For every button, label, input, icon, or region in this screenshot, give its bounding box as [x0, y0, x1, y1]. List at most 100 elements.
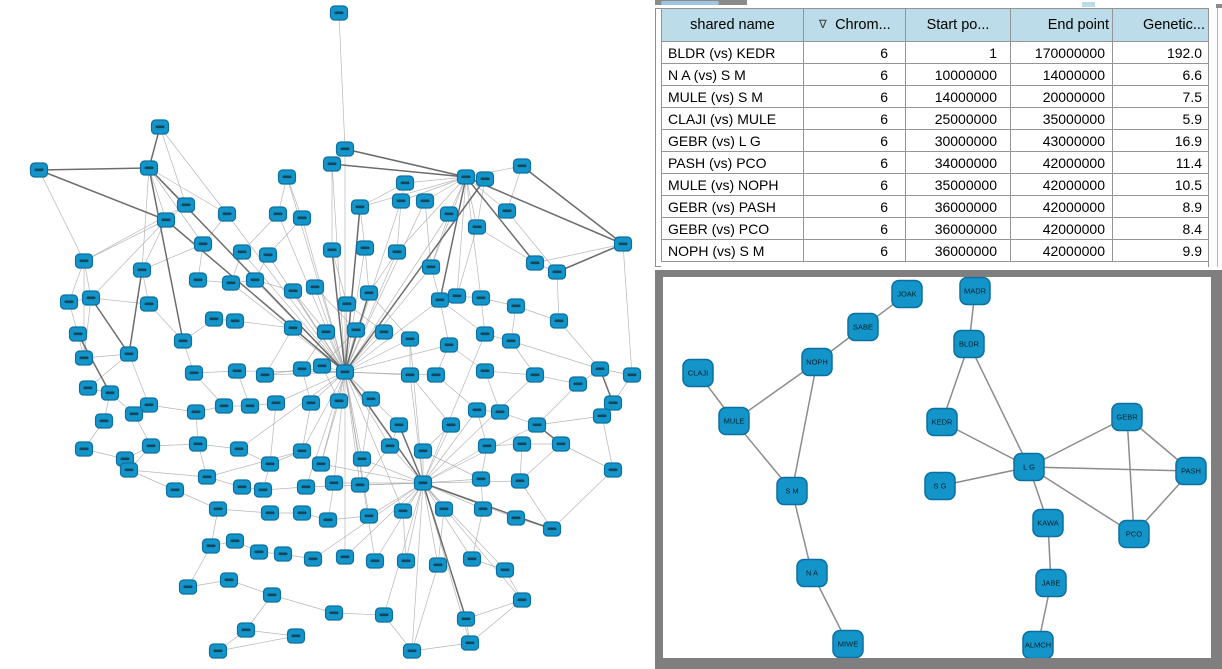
table-cell[interactable]: 14000000 [1010, 63, 1113, 86]
network-edge[interactable] [521, 165, 624, 245]
network-edge[interactable] [344, 371, 404, 512]
network-node[interactable] [512, 592, 532, 608]
network-node[interactable] [100, 385, 120, 401]
table-cell[interactable]: 6.6 [1112, 63, 1209, 86]
network-node-s-m[interactable]: S M [776, 476, 808, 506]
network-node[interactable] [260, 505, 280, 521]
network-node-almch[interactable]: ALMCH [1022, 630, 1054, 659]
network-node[interactable] [201, 538, 221, 554]
network-edge[interactable] [465, 176, 478, 228]
network-edge[interactable] [422, 450, 482, 480]
column-header-chromosome[interactable]: ∇ Chrom... [803, 8, 906, 42]
table-cell[interactable]: 25000000 [905, 107, 1011, 130]
network-node-noph[interactable]: NOPH [801, 347, 833, 377]
network-node[interactable] [221, 275, 241, 291]
table-cell[interactable]: 6 [803, 85, 906, 108]
network-edge[interactable] [510, 340, 601, 370]
table-row[interactable]: NOPH (vs) S M 6 36000000 42000000 9.9 [661, 239, 1209, 262]
network-edge[interactable] [344, 206, 361, 373]
network-node[interactable] [603, 462, 623, 478]
table-cell[interactable]: NOPH (vs) S M [661, 239, 804, 262]
network-node[interactable] [188, 272, 208, 288]
network-node-l-g[interactable]: L G [1013, 452, 1045, 482]
network-node[interactable] [387, 244, 407, 260]
network-node[interactable] [74, 350, 94, 366]
network-node[interactable] [81, 290, 101, 306]
network-node[interactable] [208, 643, 228, 659]
table-cell[interactable]: 35000000 [1010, 107, 1113, 130]
network-edge[interactable] [238, 371, 346, 450]
network-node-jabe[interactable]: JABE [1035, 568, 1067, 598]
table-cell[interactable]: 6 [803, 151, 906, 174]
table-cell[interactable]: 10.5 [1112, 173, 1209, 196]
node-shape[interactable] [1175, 456, 1207, 486]
network-node[interactable] [568, 376, 588, 392]
table-cell[interactable]: 36000000 [905, 217, 1011, 240]
network-edge[interactable] [344, 213, 450, 373]
subnetwork-canvas[interactable]: JOAK MADR SABE BLDR NOPH CLAJI GEBR MULE KEDR L G… [663, 277, 1211, 658]
node-shape[interactable] [1111, 402, 1143, 432]
network-node-claji[interactable]: CLAJI [682, 358, 714, 388]
network-edge[interactable] [338, 12, 346, 150]
network-edge[interactable] [1126, 416, 1135, 535]
network-node[interactable] [197, 469, 217, 485]
network-node[interactable] [173, 333, 193, 349]
network-edge[interactable] [471, 508, 484, 560]
network-edge[interactable] [465, 176, 624, 245]
network-edge[interactable] [601, 415, 614, 471]
network-node[interactable] [421, 259, 441, 275]
network-edge[interactable] [344, 371, 363, 460]
network-node[interactable] [176, 197, 196, 213]
network-edge[interactable] [90, 297, 130, 355]
table-cell[interactable]: 6 [803, 41, 906, 64]
network-node[interactable] [337, 296, 357, 312]
network-edge[interactable] [404, 176, 467, 184]
node-shape[interactable] [1032, 508, 1064, 538]
network-node[interactable] [400, 367, 420, 383]
node-shape[interactable] [924, 471, 956, 501]
network-node[interactable] [467, 402, 487, 418]
network-node[interactable] [329, 393, 349, 409]
network-node[interactable] [296, 479, 316, 495]
network-node[interactable] [305, 279, 325, 295]
network-node[interactable] [475, 326, 495, 342]
network-edge[interactable] [968, 343, 1030, 468]
network-edge[interactable] [422, 482, 473, 560]
network-node[interactable] [232, 244, 252, 260]
table-row[interactable]: N A (vs) S M 6 10000000 14000000 6.6 [661, 63, 1209, 86]
table-cell[interactable]: 16.9 [1112, 129, 1209, 152]
node-shape[interactable] [926, 407, 958, 437]
network-node[interactable] [501, 333, 521, 349]
table-cell[interactable]: MULE (vs) NOPH [661, 173, 804, 196]
network-node[interactable] [236, 622, 256, 638]
network-edge[interactable] [264, 327, 294, 376]
network-node[interactable] [365, 553, 385, 569]
network-node[interactable] [361, 391, 381, 407]
network-node[interactable] [324, 605, 344, 621]
network-node[interactable] [312, 358, 332, 374]
network-node-bldr[interactable]: BLDR [953, 329, 985, 359]
network-node[interactable] [490, 404, 510, 420]
table-row[interactable]: GEBR (vs) L G 6 30000000 43000000 16.9 [661, 129, 1209, 152]
network-node[interactable] [266, 395, 286, 411]
network-node[interactable] [335, 549, 355, 565]
table-cell[interactable]: 34000000 [905, 151, 1011, 174]
network-edge[interactable] [141, 243, 204, 271]
network-edge[interactable] [422, 333, 486, 484]
network-node[interactable] [301, 395, 321, 411]
network-node[interactable] [525, 255, 545, 271]
network-edge[interactable] [331, 249, 346, 373]
network-node[interactable] [74, 441, 94, 457]
network-edge[interactable] [148, 167, 184, 342]
network-edge[interactable] [275, 371, 346, 404]
network-edge[interactable] [622, 243, 633, 376]
network-node[interactable] [426, 367, 446, 383]
network-edge[interactable] [241, 251, 346, 373]
network-node[interactable] [29, 162, 49, 178]
network-node[interactable] [413, 443, 433, 459]
table-row[interactable]: CLAJI (vs) MULE 6 25000000 35000000 5.9 [661, 107, 1209, 130]
network-node[interactable] [255, 367, 275, 383]
network-edge[interactable] [476, 178, 486, 228]
network-node[interactable] [352, 451, 372, 467]
node-shape[interactable] [1013, 452, 1045, 482]
